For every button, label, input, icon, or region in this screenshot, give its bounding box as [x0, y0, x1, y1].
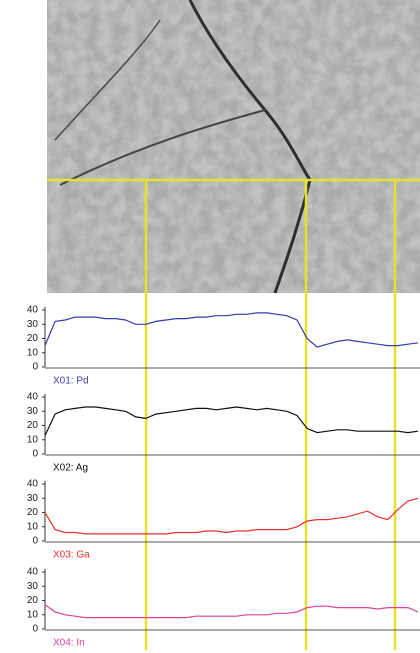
- y-tick-label: 30: [27, 493, 39, 504]
- y-tick-label: 30: [27, 319, 39, 330]
- series-label: X01: Pd: [53, 376, 89, 387]
- data-line: [45, 605, 418, 618]
- y-tick-label: 40: [27, 305, 39, 316]
- y-tick-label: 0: [32, 449, 38, 460]
- y-tick-label: 40: [27, 392, 39, 403]
- y-tick-label: 0: [32, 624, 38, 635]
- y-tick-label: 10: [27, 521, 39, 532]
- series-label: X02: Ag: [53, 463, 88, 474]
- y-tick-label: 40: [27, 479, 39, 490]
- y-tick-label: 40: [27, 567, 39, 578]
- y-tick-label: 20: [27, 333, 39, 344]
- y-tick-label: 0: [32, 362, 38, 373]
- y-tick-label: 10: [27, 347, 39, 358]
- y-tick-label: 10: [27, 609, 39, 620]
- series-label: X03: Ga: [53, 550, 90, 561]
- series-label: X04: In: [53, 638, 85, 649]
- y-tick-label: 20: [27, 507, 39, 518]
- data-line: [45, 498, 418, 534]
- y-tick-label: 20: [27, 420, 39, 431]
- y-tick-label: 30: [27, 581, 39, 592]
- profiles: 0 10 20 30 40 X01: Pd 0 10 20 30 40 X02: Ag 0 10 20 30 4…: [27, 305, 420, 649]
- y-tick-label: 30: [27, 406, 39, 417]
- data-line: [45, 407, 418, 436]
- y-tick-label: 20: [27, 595, 39, 606]
- y-tick-label: 10: [27, 434, 39, 445]
- figure: 0 10 20 30 40 X01: Pd 0 10 20 30 40 X02: Ag 0 10 20 30 4…: [0, 0, 420, 653]
- y-tick-label: 0: [32, 536, 38, 547]
- data-line: [45, 313, 418, 347]
- sem-image: [47, 0, 420, 293]
